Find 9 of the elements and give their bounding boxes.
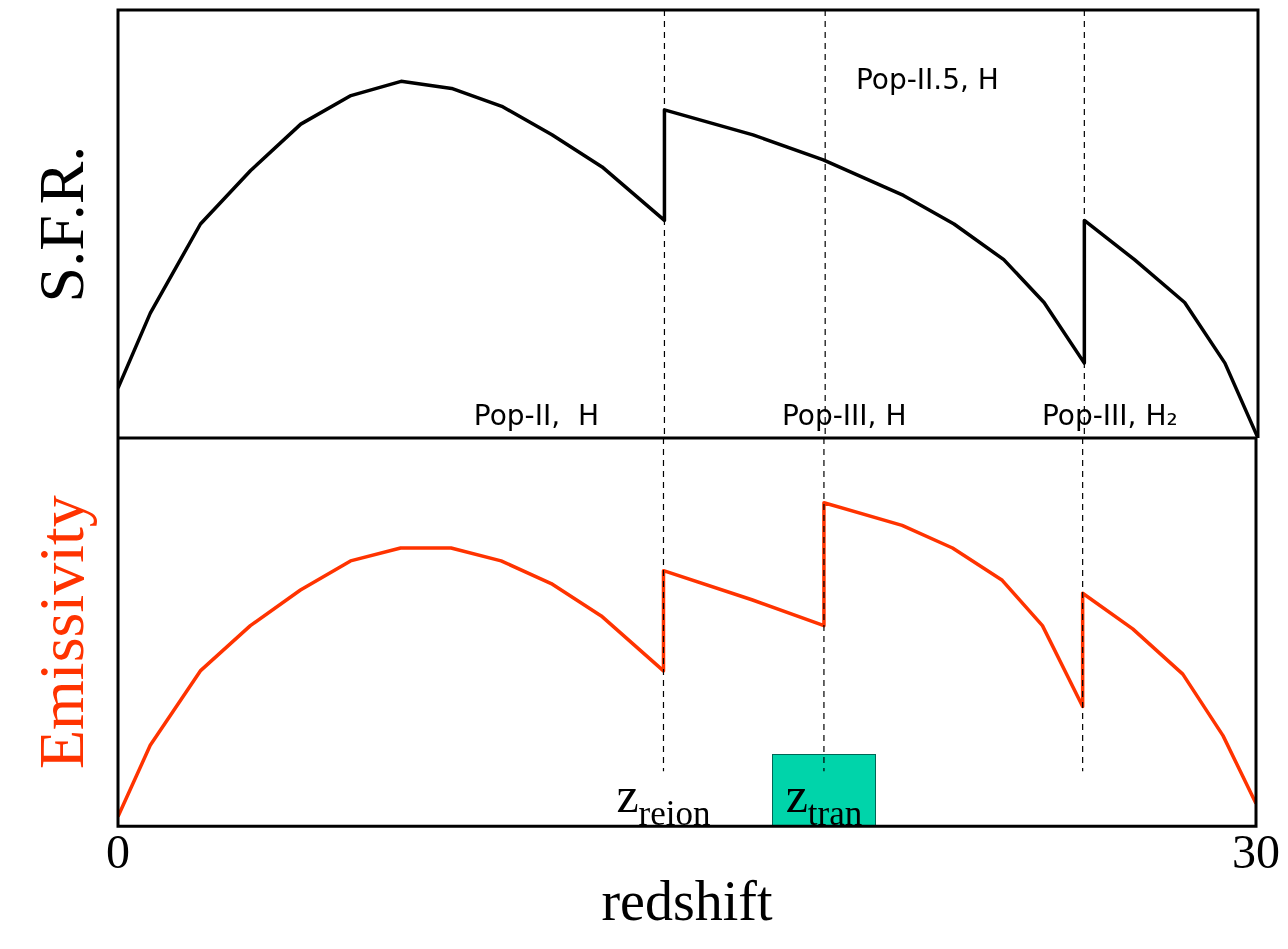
annotation: Pop-III, H₂ <box>1041 398 1178 432</box>
annotation: Pop-II.5, H <box>855 62 999 96</box>
annotation: Pop-III, H <box>781 398 907 432</box>
x-tick-label: 30 <box>1232 824 1280 878</box>
y-axis-title: Emissivity <box>25 495 97 770</box>
x-axis-title: redshift <box>601 870 773 933</box>
x-tick-label: 0 <box>106 824 130 878</box>
annotation: Pop-II, H <box>473 398 599 432</box>
y-axis-title: S.F.R. <box>25 145 97 303</box>
